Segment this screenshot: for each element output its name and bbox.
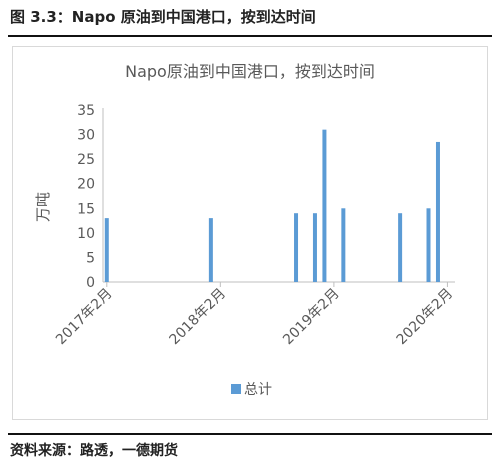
figure-title: 图 3.3：Napo 原油到中国港口，按到达时间 xyxy=(10,8,316,26)
x-tick-label: 2019年2月 xyxy=(280,286,343,349)
x-tick-label: 2017年2月 xyxy=(53,286,116,349)
y-tick-label: 25 xyxy=(77,152,95,168)
y-axis-label: 万吨 xyxy=(34,192,52,222)
bottom-rule xyxy=(8,433,492,435)
bar xyxy=(104,218,109,282)
bar xyxy=(341,208,346,282)
bar xyxy=(312,213,317,282)
x-tick-label: 2018年2月 xyxy=(167,286,230,349)
chart-title: Napo原油到中国港口，按到达时间 xyxy=(125,62,375,81)
y-tick-label: 15 xyxy=(77,201,95,217)
y-tick-label: 35 xyxy=(77,103,95,119)
y-tick-label: 0 xyxy=(86,275,95,291)
y-tick-label: 30 xyxy=(77,128,95,144)
bar xyxy=(426,208,431,282)
legend: 总计 xyxy=(231,382,272,398)
bar xyxy=(435,141,440,282)
y-tick-label: 10 xyxy=(77,226,95,242)
axes: 0 5 10 15 20 25 30 35 2017年2月 2018年2月 2019年2月 2020年… xyxy=(53,103,456,348)
bars xyxy=(104,129,440,282)
legend-swatch xyxy=(231,384,241,394)
top-rule xyxy=(8,35,492,37)
chart-svg: Napo原油到中国港口，按到达时间 万吨 0 5 10 15 20 25 30 35 2017年… xyxy=(34,62,456,398)
legend-label: 总计 xyxy=(244,382,272,398)
bar xyxy=(208,218,213,282)
bar xyxy=(398,213,403,282)
y-tick-label: 5 xyxy=(86,250,95,266)
bar xyxy=(322,129,327,282)
bar xyxy=(294,213,299,282)
source-note: 资料来源：路透，一德期货 xyxy=(10,443,178,459)
x-tick-label: 2020年2月 xyxy=(394,286,457,349)
y-tick-label: 20 xyxy=(77,177,95,193)
chart-container: Napo原油到中国港口，按到达时间 万吨 0 5 10 15 20 25 30 35 2017年… xyxy=(12,46,488,420)
